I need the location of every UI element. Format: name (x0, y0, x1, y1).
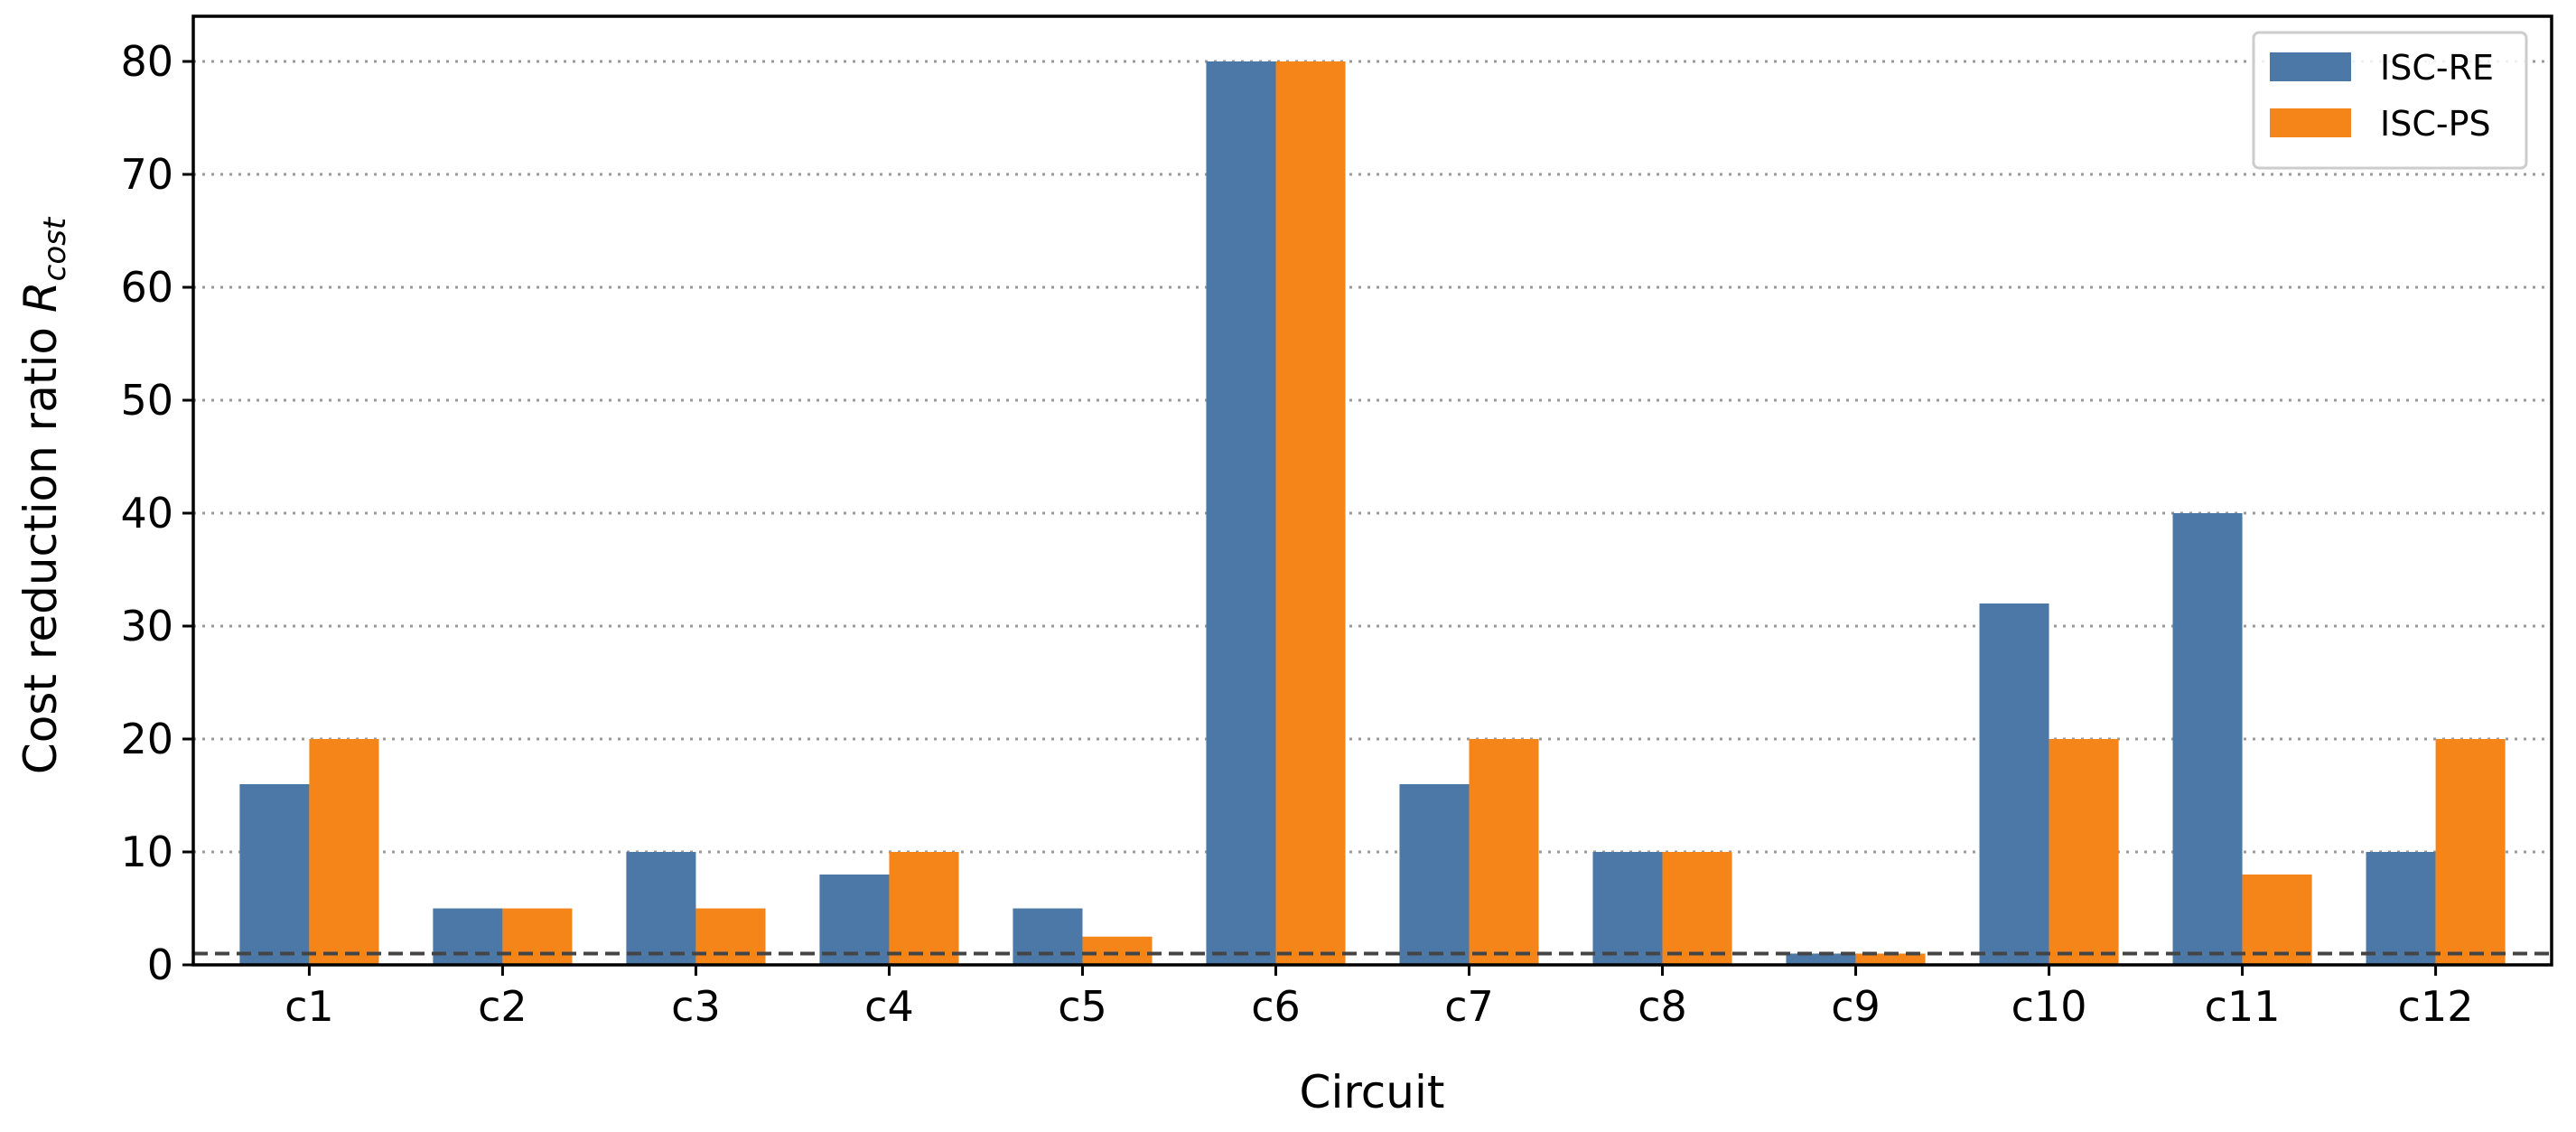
tick-labels: 0 10 20 30 40 50 60 70 80 c1 c2 c3 c4 c5 c6 c7 c8 c9 c10 c1… (120, 37, 2473, 1031)
x-tick-label: c12 (2398, 982, 2474, 1031)
bar (309, 739, 379, 965)
bar (2366, 852, 2436, 965)
y-axis-title-symbol: R (14, 281, 67, 313)
y-tick-label: 30 (120, 602, 173, 650)
x-tick-label: c4 (864, 982, 914, 1031)
bar (1469, 739, 1539, 965)
y-tick-label: 50 (120, 376, 173, 425)
x-tick-label: c2 (478, 982, 527, 1031)
y-tick-label: 80 (120, 37, 173, 86)
bar (1592, 852, 1663, 965)
bar (1082, 936, 1153, 965)
bar (1399, 784, 1470, 965)
bar (2435, 739, 2506, 965)
bar (1662, 852, 1732, 965)
legend-swatch (2270, 108, 2351, 137)
bar (433, 908, 503, 965)
y-tick-label: 60 (120, 263, 173, 312)
bar (695, 908, 766, 965)
plot-frame (191, 14, 2553, 967)
bars (239, 61, 2506, 965)
y-axis-title-main: Cost reduction ratio (14, 313, 67, 774)
x-tick-label: c9 (1831, 982, 1881, 1031)
legend-label: ISC-RE (2380, 48, 2494, 88)
legend-swatch (2270, 52, 2351, 81)
bar (2242, 875, 2312, 965)
y-tick-label: 70 (120, 150, 173, 199)
y-tick-label: 40 (120, 489, 173, 538)
bar (502, 908, 573, 965)
bar (1206, 61, 1276, 965)
axes (191, 14, 2553, 967)
legend-label: ISC-PS (2380, 104, 2491, 144)
x-tick-label: c1 (285, 982, 334, 1031)
bar (819, 875, 890, 965)
y-tick-label: 0 (147, 940, 173, 989)
bar (889, 852, 959, 965)
x-tick-label: c5 (1058, 982, 1107, 1031)
x-tick-label: c7 (1444, 982, 1494, 1031)
x-tick-label: c8 (1638, 982, 1687, 1031)
bar (2172, 513, 2243, 965)
bar (1979, 603, 2049, 965)
x-tick-label: c11 (2205, 982, 2281, 1031)
x-tick-label: c10 (2011, 982, 2087, 1031)
y-tick-label: 10 (120, 828, 173, 876)
y-axis-title: Cost reduction ratio Rcost (14, 216, 73, 774)
bar (1786, 953, 1856, 965)
x-axis-title: Circuit (1300, 1066, 1445, 1118)
bar (1013, 908, 1083, 965)
bar (1855, 953, 1926, 965)
bar (2049, 739, 2119, 965)
x-tick-label: c3 (671, 982, 721, 1031)
y-tick-label: 20 (120, 715, 173, 763)
bar (239, 784, 310, 965)
x-tick-label: c6 (1251, 982, 1301, 1031)
bar (1275, 61, 1346, 965)
y-axis-title-subscript: cost (37, 216, 73, 281)
legend: ISC-RE ISC-PS (2252, 31, 2528, 170)
bar (626, 852, 696, 965)
